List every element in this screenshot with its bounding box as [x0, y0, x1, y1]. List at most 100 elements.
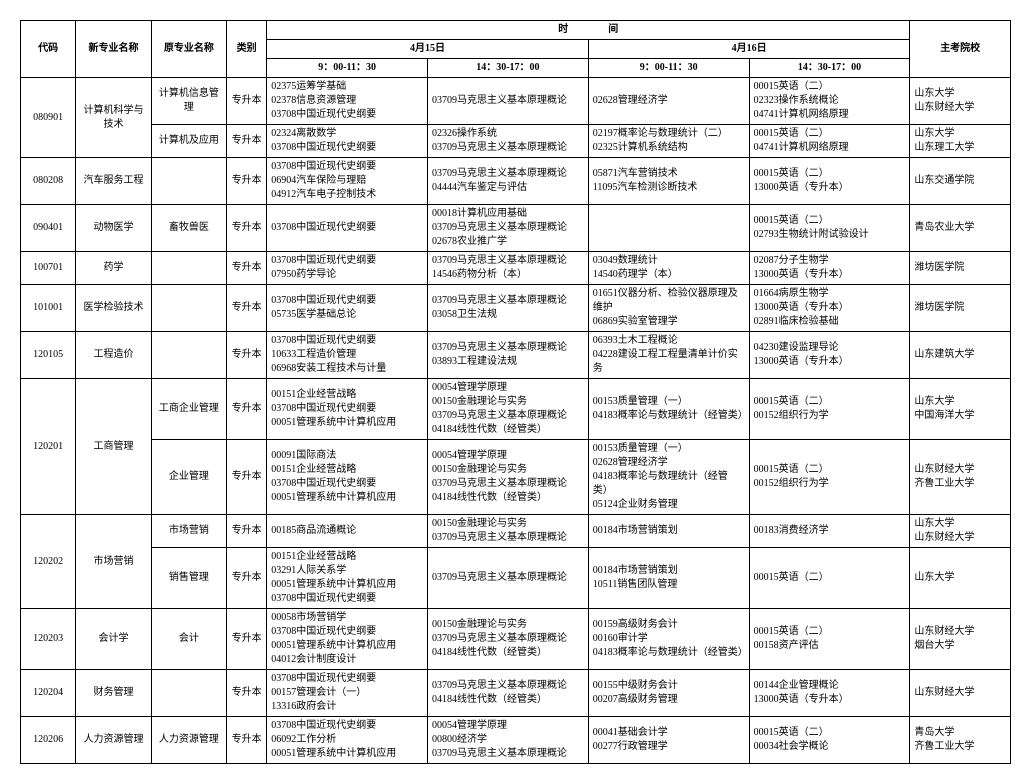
- cell-code: 101001: [21, 285, 76, 332]
- table-cell: 02375运筹学基础02378信息资源管理03708中国近现代史纲要: [267, 78, 428, 125]
- header-d1am: 9：00-11：30: [267, 59, 428, 78]
- table-cell: 03708中国近现代史纲要06904汽车保险与理赔04912汽车电子控制技术: [267, 158, 428, 205]
- table-cell: 03709马克思主义基本原理概论04444汽车鉴定与评估: [428, 158, 589, 205]
- table-row: 100701药学专升本03708中国近现代史纲要07950药学导论03709马克…: [21, 252, 1011, 285]
- cell-category: 专升本: [227, 670, 267, 717]
- table-row: 080208汽车服务工程专升本03708中国近现代史纲要06904汽车保险与理赔…: [21, 158, 1011, 205]
- cell-school: 潍坊医学院: [910, 285, 1011, 332]
- table-cell: 00054管理学原理00150金融理论与实务03709马克思主义基本原理概论04…: [428, 379, 589, 440]
- cell-category: 专升本: [227, 379, 267, 440]
- table-cell: 00184市场营销策划: [588, 515, 749, 548]
- table-cell: 01651仪器分析、检验仪器原理及维护06869实验室管理学: [588, 285, 749, 332]
- table-cell: 00015英语（二）: [749, 548, 910, 609]
- cell-school: 山东财经大学烟台大学: [910, 609, 1011, 670]
- table-row: 企业管理专升本00091国际商法00151企业经营战略03708中国近现代史纲要…: [21, 440, 1011, 515]
- cell-old-major: 企业管理: [151, 440, 226, 515]
- table-cell: 03049数理统计14540药理学（本）: [588, 252, 749, 285]
- cell-code: 120204: [21, 670, 76, 717]
- cell-old-major: [151, 158, 226, 205]
- table-row: 120203会计学会计专升本00058市场营销学03708中国近现代史纲要000…: [21, 609, 1011, 670]
- cell-new-major: 财务管理: [76, 670, 151, 717]
- table-cell: 02628管理经济学: [588, 78, 749, 125]
- cell-old-major: [151, 332, 226, 379]
- header-d2pm: 14：30-17：00: [749, 59, 910, 78]
- cell-school: 山东大学山东理工大学: [910, 125, 1011, 158]
- cell-school: 山东大学山东财经大学: [910, 515, 1011, 548]
- cell-old-major: 人力资源管理: [151, 717, 226, 764]
- table-cell: 00151企业经营战略03291人际关系学00051管理系统中计算机应用0370…: [267, 548, 428, 609]
- cell-code: 120206: [21, 717, 76, 764]
- table-cell: 00015英语（二）13000英语（专升本）: [749, 158, 910, 205]
- cell-new-major: 医学检验技术: [76, 285, 151, 332]
- cell-category: 专升本: [227, 205, 267, 252]
- table-row: 120204财务管理专升本03708中国近现代史纲要00157管理会计（一）13…: [21, 670, 1011, 717]
- cell-old-major: 计算机及应用: [151, 125, 226, 158]
- table-cell: 00041基础会计学00277行政管理学: [588, 717, 749, 764]
- cell-school: 山东建筑大学: [910, 332, 1011, 379]
- header-day2: 4月16日: [588, 40, 910, 59]
- table-cell: 00015英语（二）00152组织行为学: [749, 379, 910, 440]
- cell-school: 山东财经大学齐鲁工业大学: [910, 440, 1011, 515]
- table-cell: 03709马克思主义基本原理概论: [428, 548, 589, 609]
- table-cell: 03708中国近现代史纲要: [267, 205, 428, 252]
- table-row: 120202市场营销市场营销专升本00185商品流通概论00150金融理论与实务…: [21, 515, 1011, 548]
- cell-category: 专升本: [227, 78, 267, 125]
- table-cell: 00091国际商法00151企业经营战略03708中国近现代史纲要00051管理…: [267, 440, 428, 515]
- header-day1: 4月15日: [267, 40, 589, 59]
- cell-old-major: 会计: [151, 609, 226, 670]
- table-row: 销售管理专升本00151企业经营战略03291人际关系学00051管理系统中计算…: [21, 548, 1011, 609]
- table-cell: 03709马克思主义基本原理概论03058卫生法规: [428, 285, 589, 332]
- table-cell: 03708中国近现代史纲要06092工作分析00051管理系统中计算机应用: [267, 717, 428, 764]
- cell-code: 120201: [21, 379, 76, 515]
- cell-code: 120105: [21, 332, 76, 379]
- cell-old-major: 市场营销: [151, 515, 226, 548]
- table-cell: [588, 205, 749, 252]
- table-cell: 03709马克思主义基本原理概论03893工程建设法规: [428, 332, 589, 379]
- table-cell: 00184市场营销策划10511销售团队管理: [588, 548, 749, 609]
- cell-school: 潍坊医学院: [910, 252, 1011, 285]
- cell-code: 120202: [21, 515, 76, 609]
- table-cell: 04230建设监理导论13000英语（专升本）: [749, 332, 910, 379]
- cell-old-major: 畜牧兽医: [151, 205, 226, 252]
- cell-category: 专升本: [227, 440, 267, 515]
- table-cell: 00015英语（二）02793生物统计附试验设计: [749, 205, 910, 252]
- table-cell: 01664病原生物学13000英语（专升本）02891临床检验基础: [749, 285, 910, 332]
- table-cell: 00015英语（二）02323操作系统概论04741计算机网络原理: [749, 78, 910, 125]
- table-cell: 02324离散数学03708中国近现代史纲要: [267, 125, 428, 158]
- table-cell: 03708中国近现代史纲要07950药学导论: [267, 252, 428, 285]
- table-cell: 00183消费经济学: [749, 515, 910, 548]
- table-cell: 02326操作系统03709马克思主义基本原理概论: [428, 125, 589, 158]
- table-cell: 03708中国近现代史纲要10633工程造价管理06968安装工程技术与计量: [267, 332, 428, 379]
- cell-new-major: 药学: [76, 252, 151, 285]
- cell-new-major: 动物医学: [76, 205, 151, 252]
- table-row: 120201工商管理工商企业管理专升本00151企业经营战略03708中国近现代…: [21, 379, 1011, 440]
- cell-new-major: 工程造价: [76, 332, 151, 379]
- table-row: 计算机及应用专升本02324离散数学03708中国近现代史纲要02326操作系统…: [21, 125, 1011, 158]
- table-cell: 00015英语（二）00034社会学概论: [749, 717, 910, 764]
- table-row: 120105工程造价专升本03708中国近现代史纲要10633工程造价管理069…: [21, 332, 1011, 379]
- header-d2am: 9：00-11：30: [588, 59, 749, 78]
- cell-old-major: 计算机信息管理: [151, 78, 226, 125]
- cell-new-major: 汽车服务工程: [76, 158, 151, 205]
- cell-category: 专升本: [227, 125, 267, 158]
- cell-school: 山东财经大学: [910, 670, 1011, 717]
- table-cell: 06393土木工程概论04228建设工程工程量清单计价实务: [588, 332, 749, 379]
- table-header: 代码 新专业名称 原专业名称 类别 时 间 主考院校 4月15日 4月16日 9…: [21, 21, 1011, 78]
- table-row: 080901计算机科学与技术计算机信息管理专升本02375运筹学基础02378信…: [21, 78, 1011, 125]
- table-cell: 00054管理学原理00800经济学03709马克思主义基本原理概论: [428, 717, 589, 764]
- cell-school: 山东大学中国海洋大学: [910, 379, 1011, 440]
- cell-category: 专升本: [227, 158, 267, 205]
- cell-category: 专升本: [227, 285, 267, 332]
- cell-new-major: 会计学: [76, 609, 151, 670]
- cell-code: 100701: [21, 252, 76, 285]
- table-row: 120206人力资源管理人力资源管理专升本03708中国近现代史纲要06092工…: [21, 717, 1011, 764]
- table-cell: 00150金融理论与实务03709马克思主义基本原理概论: [428, 515, 589, 548]
- cell-school: 青岛农业大学: [910, 205, 1011, 252]
- table-cell: 00054管理学原理00150金融理论与实务03709马克思主义基本原理概论04…: [428, 440, 589, 515]
- header-old-major: 原专业名称: [151, 21, 226, 78]
- table-row: 101001医学检验技术专升本03708中国近现代史纲要05735医学基础总论0…: [21, 285, 1011, 332]
- table-cell: 03709马克思主义基本原理概论: [428, 78, 589, 125]
- cell-old-major: [151, 285, 226, 332]
- table-cell: 02087分子生物学13000英语（专升本）: [749, 252, 910, 285]
- table-cell: 00155中级财务会计00207高级财务管理: [588, 670, 749, 717]
